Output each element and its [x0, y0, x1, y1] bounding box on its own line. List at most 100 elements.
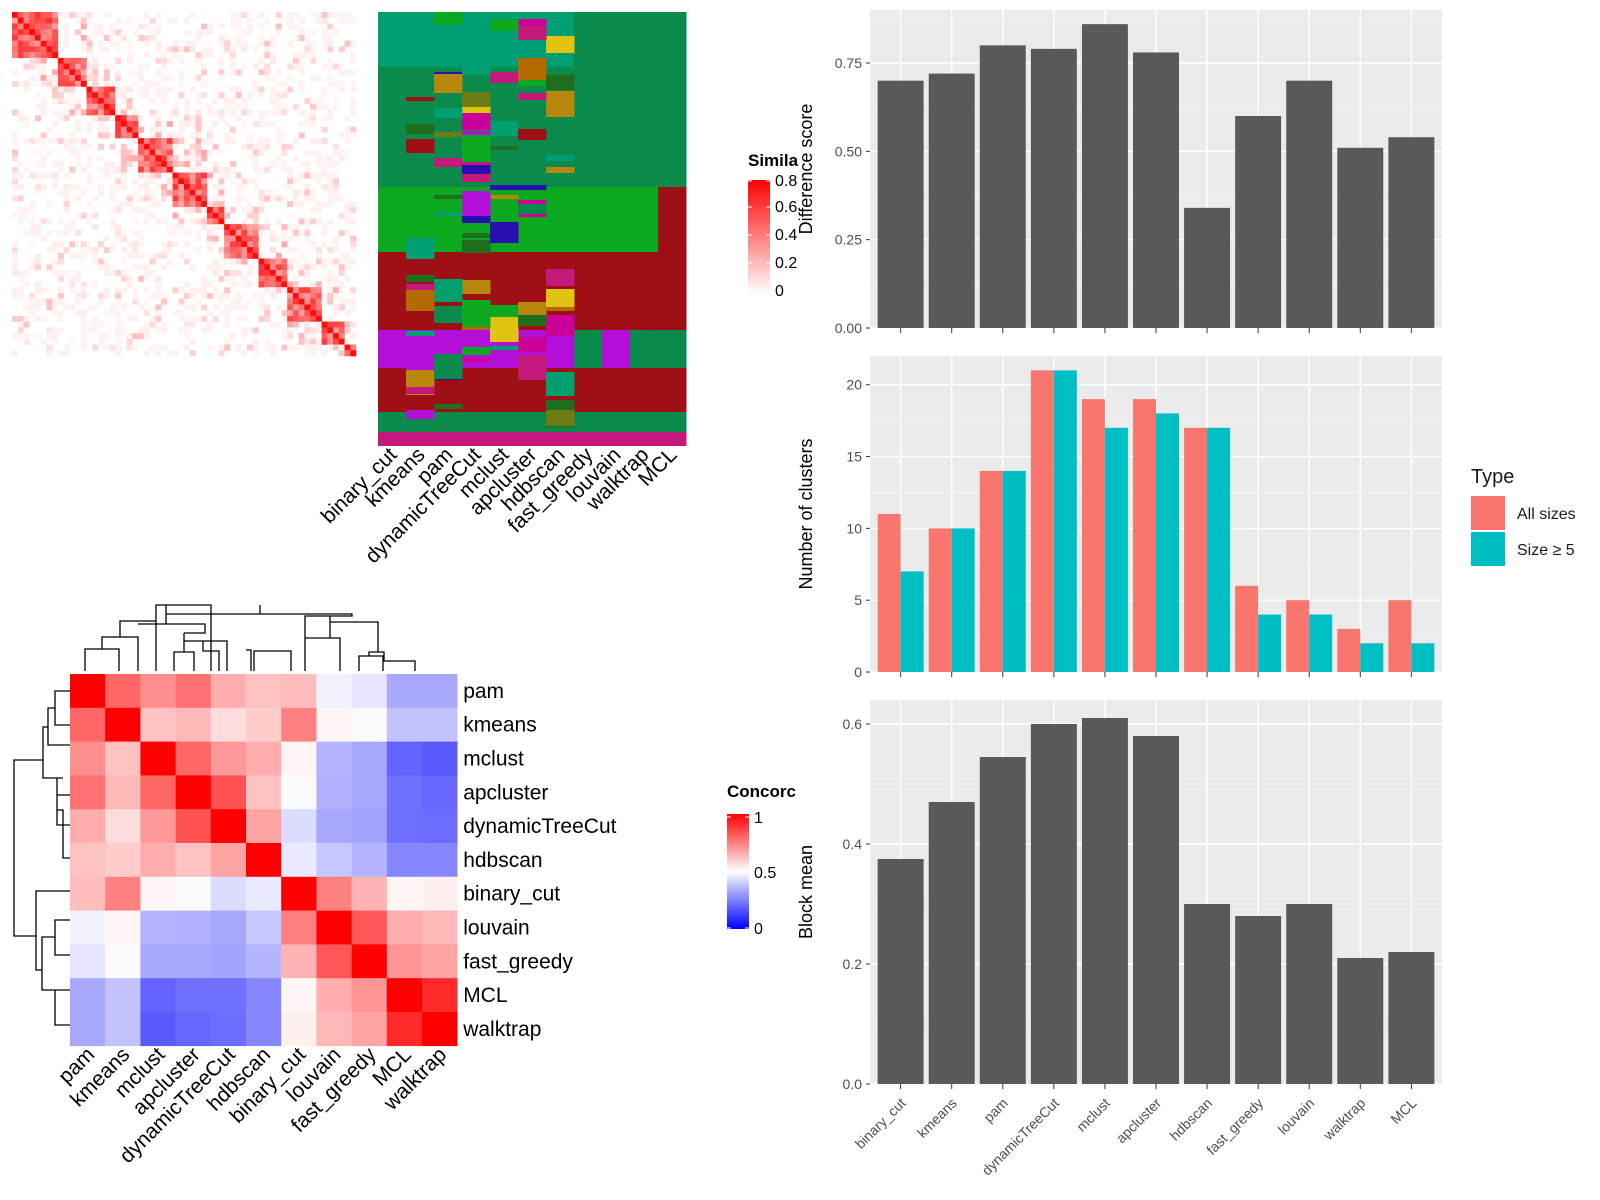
similarity-cell — [229, 63, 236, 70]
similarity-cell — [195, 184, 202, 191]
similarity-cell — [46, 218, 53, 225]
similarity-cell — [310, 206, 317, 213]
similarity-cell — [166, 86, 173, 93]
similarity-cell — [120, 120, 127, 127]
similarity-cell — [184, 241, 191, 248]
concordance-cell — [386, 876, 423, 911]
similarity-cell — [304, 315, 311, 322]
similarity-cell — [23, 315, 30, 322]
similarity-cell — [178, 80, 185, 87]
similarity-cell — [138, 75, 145, 82]
similarity-cell — [270, 120, 277, 127]
similarity-cell — [212, 218, 219, 225]
similarity-cell — [212, 287, 219, 294]
similarity-cell — [287, 287, 294, 294]
similarity-cell — [57, 161, 64, 168]
similarity-cell — [115, 103, 122, 110]
similarity-cell — [241, 235, 248, 242]
membership-cell — [574, 12, 603, 67]
similarity-cell — [80, 69, 87, 76]
concordance-cell — [386, 707, 423, 742]
similarity-cell — [12, 212, 19, 219]
similarity-cell — [218, 189, 225, 196]
membership-cell — [378, 187, 407, 252]
similarity-cell — [12, 264, 19, 271]
concordance-cell — [281, 843, 317, 878]
similarity-cell — [258, 264, 265, 271]
concordance-cell — [175, 978, 212, 1013]
similarity-cell — [178, 189, 185, 196]
similarity-cell — [17, 184, 24, 191]
y-tick-label: 0.4 — [843, 836, 863, 852]
similarity-cell — [184, 304, 191, 311]
similarity-cell — [172, 143, 179, 150]
similarity-cell — [212, 184, 219, 191]
membership-cell — [490, 412, 519, 432]
membership-cell — [630, 67, 659, 187]
similarity-cell — [235, 258, 242, 265]
bar — [1337, 147, 1384, 328]
similarity-cell — [315, 98, 322, 105]
similarity-cell — [304, 333, 311, 340]
similarity-cell — [155, 40, 162, 47]
concordance-legend-tick: 0.5 — [754, 865, 776, 882]
similarity-cell — [247, 212, 254, 219]
similarity-cell — [132, 126, 139, 133]
concordance-cell — [140, 876, 176, 911]
bar — [877, 80, 924, 329]
similarity-cell — [69, 218, 76, 225]
concordance-cell — [422, 775, 458, 810]
similarity-cell — [161, 92, 168, 99]
similarity-cell — [23, 29, 30, 36]
similarity-cell — [315, 315, 322, 322]
similarity-cell — [212, 304, 219, 311]
membership-cell — [490, 346, 519, 350]
concordance-cell — [386, 775, 423, 810]
similarity-cell — [344, 138, 351, 145]
similarity-cell — [281, 229, 288, 236]
similarity-cell — [161, 298, 168, 305]
concordance-cell — [281, 910, 317, 945]
similarity-cell — [46, 52, 53, 59]
y-tick-label: 0.25 — [835, 232, 862, 248]
similarity-cell — [315, 12, 322, 19]
similarity-cell — [161, 143, 168, 150]
membership-cell — [490, 146, 519, 150]
similarity-cell — [275, 126, 282, 133]
concordance-cell — [210, 674, 247, 709]
similarity-cell — [189, 115, 196, 122]
similarity-cell — [241, 258, 248, 265]
similarity-cell — [195, 178, 202, 185]
similarity-cell — [275, 195, 282, 202]
similarity-cell — [350, 52, 357, 59]
membership-cell — [406, 12, 435, 67]
similarity-cell — [333, 258, 340, 265]
similarity-cell — [34, 34, 41, 41]
similarity-cell — [115, 57, 122, 64]
similarity-cell — [98, 189, 105, 196]
similarity-cell — [275, 270, 282, 277]
similarity-cell — [23, 63, 30, 70]
similarity-cell — [321, 201, 328, 208]
similarity-cell — [195, 34, 202, 41]
similarity-cell — [86, 155, 93, 162]
similarity-cell — [338, 12, 345, 19]
similarity-cell — [310, 29, 317, 36]
similarity-cell — [304, 40, 311, 47]
similarity-cell — [86, 40, 93, 47]
similarity-cell — [46, 229, 53, 236]
similarity-cell — [275, 264, 282, 271]
similarity-cell — [40, 52, 47, 59]
similarity-cell — [126, 98, 133, 105]
similarity-cell — [327, 40, 334, 47]
similarity-cell — [315, 178, 322, 185]
similarity-cell — [166, 155, 173, 162]
membership-cell — [518, 204, 547, 214]
similarity-cell — [304, 98, 311, 105]
similarity-cell — [195, 29, 202, 36]
similarity-cell — [161, 184, 168, 191]
bar — [1184, 207, 1231, 328]
y-tick-label: 0.2 — [843, 956, 863, 972]
similarity-cell — [310, 109, 317, 116]
similarity-cell — [80, 281, 87, 288]
